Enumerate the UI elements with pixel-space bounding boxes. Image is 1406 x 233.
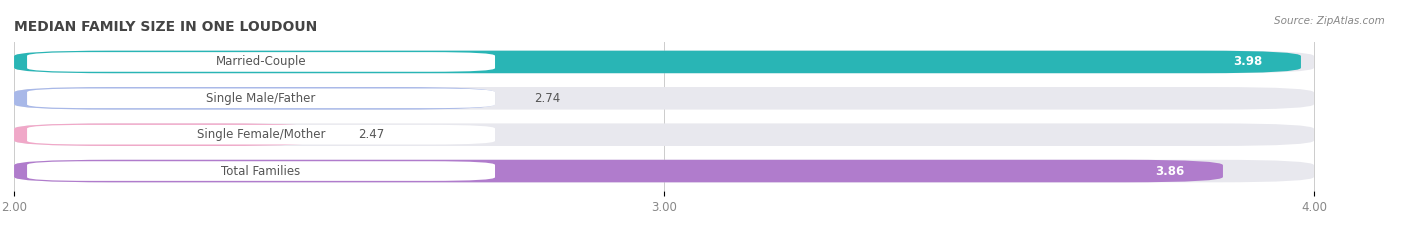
FancyBboxPatch shape xyxy=(14,51,1301,73)
FancyBboxPatch shape xyxy=(14,160,1315,182)
Text: 2.47: 2.47 xyxy=(359,128,385,141)
Text: 2.74: 2.74 xyxy=(534,92,560,105)
Text: Single Male/Father: Single Male/Father xyxy=(207,92,316,105)
FancyBboxPatch shape xyxy=(14,87,495,110)
FancyBboxPatch shape xyxy=(27,52,495,72)
Text: Total Families: Total Families xyxy=(221,164,301,178)
FancyBboxPatch shape xyxy=(27,89,495,108)
Text: MEDIAN FAMILY SIZE IN ONE LOUDOUN: MEDIAN FAMILY SIZE IN ONE LOUDOUN xyxy=(14,20,318,34)
FancyBboxPatch shape xyxy=(14,123,1315,146)
FancyBboxPatch shape xyxy=(27,125,495,144)
FancyBboxPatch shape xyxy=(14,87,1315,110)
FancyBboxPatch shape xyxy=(14,51,1315,73)
Text: Married-Couple: Married-Couple xyxy=(215,55,307,69)
FancyBboxPatch shape xyxy=(14,160,1223,182)
Text: 3.98: 3.98 xyxy=(1233,55,1263,69)
Text: 3.86: 3.86 xyxy=(1154,164,1184,178)
Text: Single Female/Mother: Single Female/Mother xyxy=(197,128,325,141)
Text: Source: ZipAtlas.com: Source: ZipAtlas.com xyxy=(1274,16,1385,26)
FancyBboxPatch shape xyxy=(27,161,495,181)
FancyBboxPatch shape xyxy=(14,123,319,146)
